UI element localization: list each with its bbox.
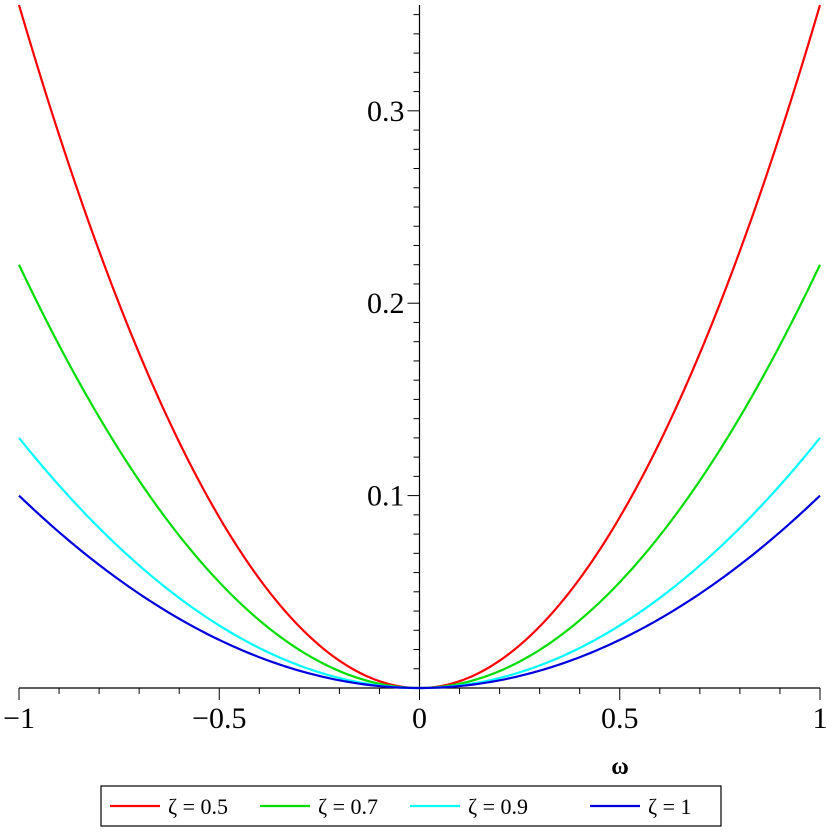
x-tick-label: 1 [813,702,826,735]
legend-label-3: ζ = 0.9 [468,794,528,819]
x-axis-label: ω [611,754,629,780]
legend-label-4: ζ = 1 [648,794,692,819]
legend-label-2: ζ = 0.7 [318,794,378,819]
y-tick-label: 0.3 [367,95,405,128]
series-line-4 [18,494,821,690]
x-tick-label: 0 [412,702,427,735]
legend: ζ = 0.5 ζ = 0.7 ζ = 0.9 ζ = 1 [100,785,722,827]
x-tick-label: −0.5 [192,702,246,735]
axes: −1 −0.5 0 0.5 1 0.1 0.2 0.3 [3,5,826,735]
curves [17,4,822,690]
x-tick-label: −1 [3,702,35,735]
y-tick-label: 0.2 [367,287,405,320]
x-tick-label: 0.5 [601,702,639,735]
legend-label-1: ζ = 0.5 [168,794,228,819]
y-tick-label: 0.1 [367,480,405,513]
